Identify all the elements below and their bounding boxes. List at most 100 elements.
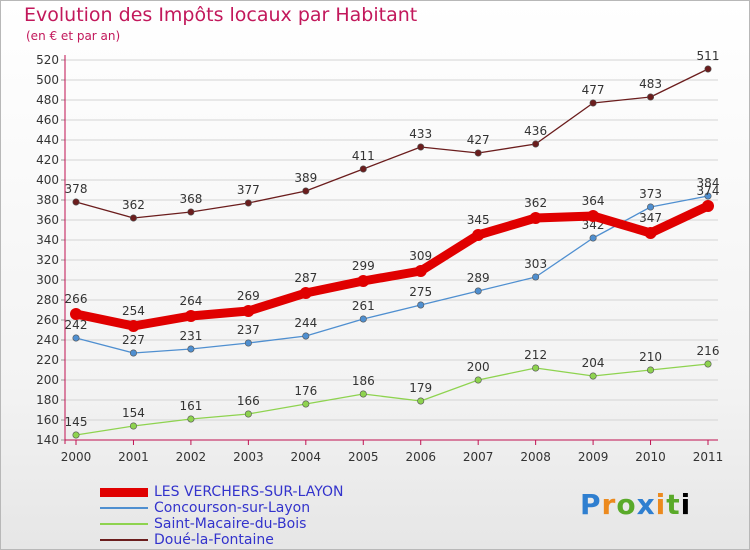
data-label: 289 (467, 271, 490, 285)
x-tick-label: 2006 (405, 450, 436, 464)
data-label: 378 (65, 182, 88, 196)
data-label: 244 (294, 316, 317, 330)
y-tick-label: 180 (36, 393, 59, 407)
data-label: 231 (179, 329, 202, 343)
data-point (244, 410, 252, 418)
data-label: 303 (524, 257, 547, 271)
data-label: 145 (65, 415, 88, 429)
data-label: 216 (697, 344, 720, 358)
legend-swatch (100, 523, 148, 525)
data-point (704, 360, 712, 368)
x-tick-label: 2005 (348, 450, 379, 464)
x-tick-label: 2008 (520, 450, 551, 464)
y-tick-label: 140 (36, 433, 59, 447)
data-label: 299 (352, 259, 375, 273)
legend-label: LES VERCHERS-SUR-LAYON (154, 484, 344, 500)
data-point (244, 339, 252, 347)
legend-swatch (100, 539, 148, 541)
data-label: 269 (237, 289, 260, 303)
data-point (704, 192, 712, 200)
data-point (474, 149, 482, 157)
data-point (357, 275, 370, 287)
data-point (647, 203, 655, 211)
y-tick-label: 360 (36, 213, 59, 227)
y-tick-label: 200 (36, 373, 59, 387)
y-tick-label: 440 (36, 133, 59, 147)
data-point (587, 210, 600, 222)
data-label: 362 (122, 198, 145, 212)
data-label: 436 (524, 124, 547, 138)
data-point (72, 198, 80, 206)
data-label: 347 (639, 211, 662, 225)
data-point (472, 229, 485, 241)
data-point (129, 349, 137, 357)
chart-title: Evolution des Impôts locaux par Habitant (24, 4, 418, 26)
data-label: 389 (294, 171, 317, 185)
data-label: 179 (409, 381, 432, 395)
data-point (302, 332, 310, 340)
legend-swatch (100, 487, 148, 497)
data-label: 212 (524, 348, 547, 362)
data-label: 176 (294, 384, 317, 398)
data-point (589, 99, 597, 107)
data-label: 200 (467, 360, 490, 374)
data-label: 477 (582, 83, 605, 97)
x-tick-label: 2000 (61, 450, 92, 464)
data-point (302, 187, 310, 195)
data-point (302, 400, 310, 408)
data-label: 161 (179, 399, 202, 413)
legend-label: Saint-Macaire-du-Bois (154, 516, 307, 532)
x-tick-label: 2007 (463, 450, 494, 464)
data-point (589, 234, 597, 242)
data-point (127, 320, 140, 332)
data-point (72, 431, 80, 439)
data-point (187, 208, 195, 216)
data-label: 261 (352, 299, 375, 313)
data-label: 254 (122, 304, 145, 318)
y-tick-label: 240 (36, 333, 59, 347)
data-label: 368 (179, 192, 202, 206)
y-tick-label: 480 (36, 93, 59, 107)
y-tick-label: 160 (36, 413, 59, 427)
series-line-1 (75, 195, 709, 354)
data-label: 275 (409, 285, 432, 299)
data-label: 362 (524, 196, 547, 210)
data-label: 210 (639, 350, 662, 364)
y-tick-label: 340 (36, 233, 59, 247)
data-point (129, 422, 137, 430)
data-label: 364 (582, 194, 605, 208)
y-tick-label: 220 (36, 353, 59, 367)
data-point (474, 287, 482, 295)
data-label: 384 (697, 176, 720, 190)
y-tick-label: 380 (36, 193, 59, 207)
data-label: 287 (294, 271, 317, 285)
data-point (359, 390, 367, 398)
series-line-3 (75, 68, 709, 219)
data-point (704, 65, 712, 73)
data-point (187, 345, 195, 353)
data-point (359, 315, 367, 323)
data-point (702, 200, 714, 212)
data-label: 154 (122, 406, 145, 420)
series-line-0 (71, 201, 713, 331)
data-point (532, 273, 540, 281)
legend-label: Doué-la-Fontaine (154, 532, 274, 548)
x-tick-label: 2002 (176, 450, 207, 464)
data-label: 374 (697, 184, 720, 198)
data-label: 373 (639, 187, 662, 201)
data-point (644, 227, 657, 239)
x-tick-label: 2009 (578, 450, 609, 464)
data-label: 166 (237, 394, 260, 408)
data-point (359, 165, 367, 173)
y-tick-label: 400 (36, 173, 59, 187)
data-label: 483 (639, 77, 662, 91)
y-tick-label: 420 (36, 153, 59, 167)
data-point (417, 397, 425, 405)
data-label: 511 (697, 49, 720, 63)
data-point (72, 334, 80, 342)
data-point (129, 214, 137, 222)
x-tick-label: 2011 (693, 450, 724, 464)
data-point (244, 199, 252, 207)
data-point (299, 287, 312, 299)
